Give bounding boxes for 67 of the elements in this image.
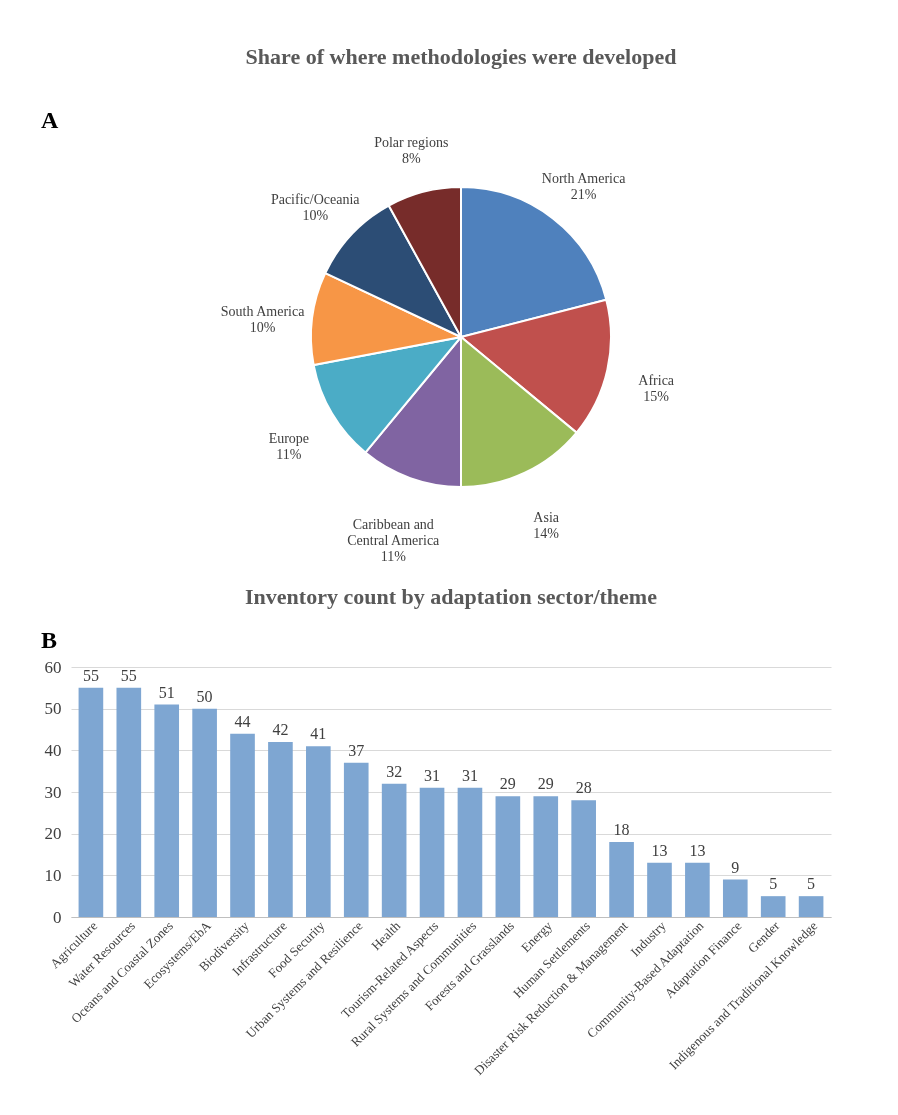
data-label: 8% [401,151,421,167]
data-label: 29 [499,775,516,793]
bar [343,762,369,917]
bar [722,879,748,917]
slice-label: Polar regions [374,135,449,151]
data-label: 11% [380,549,407,565]
data-label: 31 [424,766,441,784]
data-label: 9 [731,858,740,876]
data-label: 5 [769,875,778,893]
data-label: 10% [302,208,329,224]
data-label: 41 [310,725,327,743]
y-tick-label: 0 [53,907,62,927]
y-tick-label: 60 [44,657,62,677]
bar [381,783,407,917]
y-tick-label: 30 [44,782,62,802]
data-label: 29 [537,775,554,793]
chart-title: Inventory count by adaptation sector/theme [245,584,658,609]
text: B [41,627,58,653]
slice-label: Africa [638,372,675,388]
data-label: 37 [348,741,365,759]
data-label: 55 [82,666,99,684]
bar [533,796,559,917]
bar [419,787,445,917]
bar [609,842,634,917]
data-label: 50 [196,687,213,705]
data-label: 10% [249,319,276,335]
data-label: 13 [689,841,706,859]
data-label: 14% [533,525,560,541]
data-label: 42 [272,721,289,738]
slice-label: South America [220,303,306,319]
bar [154,704,180,917]
bar [78,687,104,917]
data-label: 31 [461,766,478,784]
bar [457,787,483,917]
slice-label: Pacific/Oceania [270,192,361,208]
bar [268,742,293,917]
data-label: 18 [613,821,630,838]
slice-label: North America [541,170,627,186]
slice-label: Caribbean and Central America [347,517,441,549]
data-label: 32 [386,762,403,780]
bar [571,800,596,917]
y-tick-label: 10 [44,865,62,885]
slice-label: Asia [533,509,560,525]
text: A [41,107,59,133]
bar [685,862,710,917]
bar [798,896,824,917]
data-label: 55 [120,666,137,684]
data-label: 21% [570,186,597,202]
bar [647,862,672,917]
bar [192,708,217,917]
y-tick-label: 40 [44,740,62,760]
slice-label: Europe [268,430,310,446]
bar [116,687,142,917]
data-label: 11% [276,446,302,462]
y-tick-label: 50 [44,699,62,719]
bar [306,746,331,917]
data-label: 28 [575,779,592,797]
data-label: 44 [234,712,251,730]
bar [230,733,255,917]
data-label: 51 [158,683,175,701]
y-tick-label: 20 [44,824,62,844]
bar [760,896,786,917]
data-label: 5 [807,875,816,893]
chart-title: Share of where methodologies were developed [245,44,677,69]
bar [495,796,521,917]
data-label: 15% [643,388,670,404]
data-label: 13 [651,841,668,859]
